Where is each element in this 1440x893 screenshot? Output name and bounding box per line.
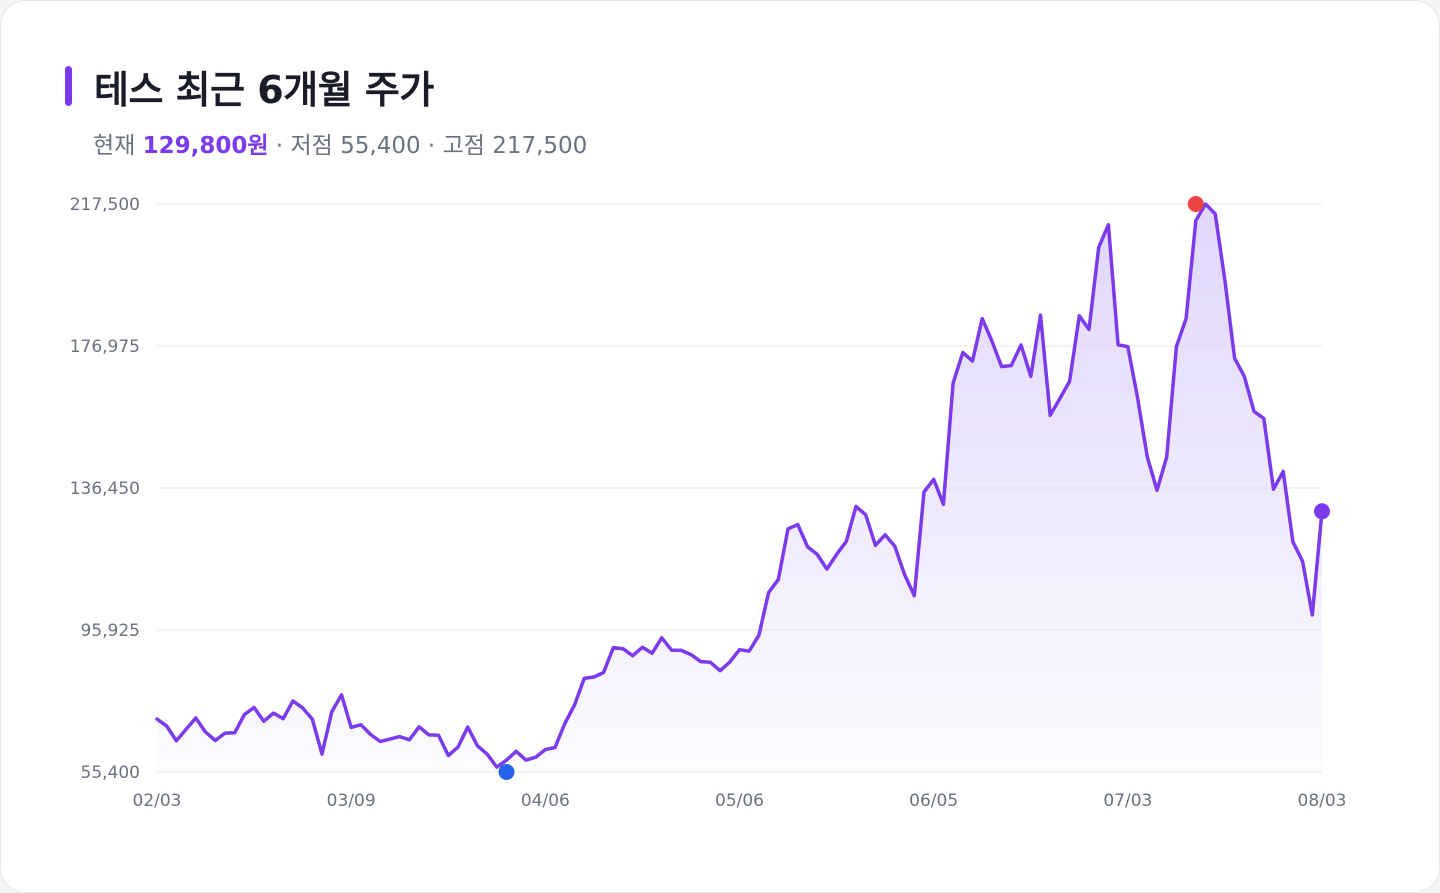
- x-tick-label: 08/03: [1298, 791, 1347, 811]
- y-tick-label: 217,500: [70, 195, 140, 215]
- y-tick-label: 55,400: [81, 763, 140, 783]
- x-tick-label: 07/03: [1103, 791, 1152, 811]
- title-accent-bar: [65, 66, 72, 106]
- x-tick-label: 04/06: [521, 791, 570, 811]
- x-tick-label: 03/09: [327, 791, 376, 811]
- high-point-marker: [1187, 196, 1204, 212]
- x-tick-label: 05/06: [715, 791, 764, 811]
- chart-title: 테스 최근 6개월 주가: [94, 67, 434, 112]
- separator: ·: [268, 133, 291, 159]
- price-summary: 현재 129,800원 · 저점 55,400 · 고점 217,500: [93, 126, 587, 160]
- high-price: 217,500: [492, 133, 588, 159]
- low-price: 55,400: [340, 133, 421, 159]
- price-line: [155, 202, 1324, 769]
- current-label: 현재: [93, 133, 136, 159]
- y-tick-label: 176,975: [70, 337, 140, 357]
- low-point-marker: [498, 764, 515, 780]
- low-label: 저점: [290, 133, 333, 159]
- current-point-marker: [1314, 503, 1330, 520]
- separator: ·: [420, 133, 443, 159]
- price-area: [157, 204, 1322, 772]
- x-tick-label: 06/05: [909, 791, 958, 811]
- title-row: 테스 최근 6개월 주가: [65, 63, 434, 112]
- x-tick-label: 02/03: [133, 791, 182, 811]
- y-tick-label: 95,925: [81, 621, 140, 641]
- y-tick-label: 136,450: [70, 479, 140, 499]
- current-price: 129,800원: [142, 133, 269, 159]
- high-label: 고점: [442, 133, 485, 159]
